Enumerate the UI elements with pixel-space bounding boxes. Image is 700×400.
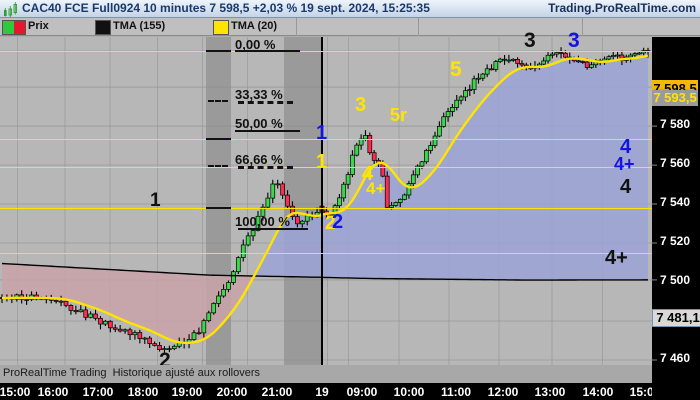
svg-text:17:00: 17:00 bbox=[83, 385, 114, 399]
svg-text:20:00: 20:00 bbox=[217, 385, 248, 399]
svg-text:19:00: 19:00 bbox=[172, 385, 203, 399]
svg-text:7 520: 7 520 bbox=[660, 234, 690, 248]
svg-text:7 580: 7 580 bbox=[660, 117, 690, 131]
svg-text:7 560: 7 560 bbox=[660, 156, 690, 170]
svg-text:10:00: 10:00 bbox=[394, 385, 425, 399]
svg-text:14:00: 14:00 bbox=[583, 385, 614, 399]
svg-text:09:00: 09:00 bbox=[347, 385, 378, 399]
svg-text:13:00: 13:00 bbox=[535, 385, 566, 399]
svg-text:7 500: 7 500 bbox=[660, 273, 690, 287]
svg-text:21:00: 21:00 bbox=[262, 385, 293, 399]
svg-text:7 540: 7 540 bbox=[660, 195, 690, 209]
svg-text:7 460: 7 460 bbox=[660, 351, 690, 365]
svg-text:16:00: 16:00 bbox=[38, 385, 69, 399]
svg-text:19: 19 bbox=[315, 385, 329, 399]
svg-text:15:00: 15:00 bbox=[0, 385, 31, 399]
svg-text:12:00: 12:00 bbox=[488, 385, 519, 399]
svg-text:18:00: 18:00 bbox=[128, 385, 159, 399]
svg-text:11:00: 11:00 bbox=[441, 385, 471, 399]
svg-text:15:00: 15:00 bbox=[630, 385, 652, 399]
